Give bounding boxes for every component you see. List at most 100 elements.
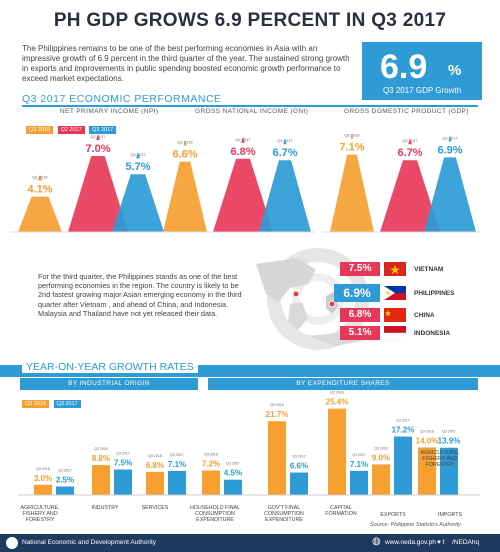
value-label-box	[82, 140, 114, 156]
yoy-period-label: Q3 2017	[352, 453, 365, 457]
category-label: IMPORTS	[437, 512, 463, 518]
yoy-label-box	[417, 433, 437, 446]
yoy-value-label: 13.9%	[438, 437, 461, 446]
performance-peak	[112, 152, 164, 232]
period-label: Q2 2017	[90, 134, 106, 139]
country-name: CHINA	[414, 311, 435, 319]
yoy-bar	[34, 484, 52, 495]
performance-rule	[22, 105, 478, 107]
category-label: SERVICES	[141, 505, 169, 511]
value-label: 7.0%	[85, 143, 110, 155]
yoy-bar	[202, 470, 220, 495]
headline-unit: %	[448, 62, 462, 79]
yoy-period-label: Q3 2017	[170, 453, 183, 457]
yoy-bar	[92, 465, 110, 495]
yoy-bar	[168, 470, 186, 495]
category-label: AGRICULTURE, FISHERY AND FORESTRY	[20, 505, 60, 523]
period-label: Q3 2016	[32, 175, 48, 180]
yoy-label-box	[33, 470, 53, 483]
yoy-label-box	[201, 456, 221, 469]
yoy-bar	[328, 408, 346, 495]
yoy-period-label: Q3 2017	[226, 462, 239, 466]
category-label: HOUSEHOLD FINAL CONSUMPTION EXPENDITURE	[189, 505, 241, 523]
yoy-bar	[418, 447, 436, 495]
yoy-bar	[56, 486, 74, 495]
value-label: 6.9%	[437, 144, 462, 156]
yoy-label-box	[349, 456, 369, 469]
yoy-value-label: 7.5%	[114, 459, 132, 468]
country-name: INDONESIA	[414, 329, 451, 337]
yoy-bar	[268, 421, 286, 495]
performance-peak	[213, 136, 273, 232]
period-label: Q2 2017	[402, 138, 418, 143]
globe-icon: ◍	[372, 536, 381, 547]
legend-q3-2017: Q3 2017	[89, 126, 117, 134]
expenditure-label: BY EXPENDITURE SHARES	[208, 378, 478, 390]
yoy-value-label: 14.0%	[416, 436, 439, 445]
yoy-label-box	[91, 451, 111, 464]
yoy-bar	[372, 464, 390, 495]
yoy-value-label: 8.8%	[92, 454, 110, 463]
value-label: 6.6%	[172, 149, 197, 161]
category-label: INDUSTRY	[91, 505, 119, 511]
yoy-period-label: Q3 2016	[36, 467, 49, 471]
performance-peak	[380, 138, 440, 232]
philippines-flag-icon	[384, 286, 406, 300]
indonesia-flag-icon	[384, 326, 406, 340]
value-label-box	[394, 144, 426, 161]
yoy-value-label: 2.5%	[56, 476, 74, 485]
value-label-box	[24, 180, 56, 197]
headline-caption: Q3 2017 GDP Growth	[382, 86, 462, 95]
performance-peak	[18, 174, 62, 232]
category-label-agri-alt: AGRICULTURE, FISHERY AND FORESTRY	[420, 450, 460, 468]
panel-title-gdp: GROSS DOMESTIC PRODUCT (GDP)	[344, 108, 469, 115]
footer-web[interactable]: www.neda.gov.ph	[385, 539, 436, 546]
footer-social[interactable]: /NEDAhq	[452, 539, 480, 546]
yoy-title: YEAR-ON-YEAR GROWTH RATES	[22, 361, 198, 373]
category-label: GOV'T FINAL CONSUMPTION EXPENDITURE	[264, 505, 304, 523]
country-value: 7.5%	[340, 262, 380, 276]
yoy-value-label: 6.8%	[146, 461, 164, 470]
yoy-value-label: 17.2%	[392, 426, 415, 435]
country-value: 5.1%	[340, 326, 380, 340]
category-label: EXPORTS	[380, 512, 406, 518]
period-label: Q2 2017	[235, 137, 251, 142]
yoy-bar	[224, 479, 242, 495]
performance-peak	[259, 138, 311, 232]
yoy-period-label: Q3 2016	[94, 447, 107, 451]
country-row-vietnam: 7.5% VIETNAM	[340, 262, 443, 276]
yoy-label-box	[267, 407, 287, 420]
legend-q3-2016: Q3 2016	[26, 126, 54, 134]
headline-gdp-box: 6.9 % Q3 2017 GDP Growth	[362, 42, 482, 100]
yoy-value-label: 21.7%	[266, 410, 289, 419]
country-name: VIETNAM	[414, 265, 444, 273]
yoy-label-box	[289, 458, 309, 471]
value-label-box	[336, 138, 368, 155]
period-label: Q3 2017	[442, 135, 458, 140]
value-label-box	[434, 141, 466, 158]
performance-legend: Q3 2016 Q2 2017 Q3 2017	[26, 118, 117, 136]
social-icons: ♥ f	[437, 539, 445, 546]
intro-paragraph: The Philippines remains to be one of the…	[22, 44, 350, 83]
yoy-period-label: Q3 2017	[58, 469, 71, 473]
yoy-period-label: Q3 2016	[270, 403, 283, 407]
yoy-legend: Q3 2016 Q3 2017	[22, 392, 81, 410]
yoy-period-label: Q3 2016	[420, 429, 433, 433]
country-row-indonesia: 5.1% INDONESIA	[340, 326, 450, 340]
page-title: PH GDP GROWS 6.9 PERCENT IN Q3 2017	[53, 10, 447, 31]
period-label: Q3 2016	[177, 140, 193, 145]
yoy-period-label: Q3 2017	[442, 430, 455, 434]
panel-title-gni: GROSS NATIONAL INCOME (GNI)	[195, 108, 309, 115]
yoy-value-label: 6.6%	[290, 462, 308, 471]
yoy-bar	[394, 436, 412, 495]
yoy-value-label: 25.4%	[326, 398, 349, 407]
category-label: CAPITAL FORMATION	[325, 505, 357, 517]
value-label-box	[122, 158, 154, 175]
vietnam-flag-icon	[384, 262, 406, 276]
yoy-bar	[290, 472, 308, 495]
performance-title: Q3 2017 ECONOMIC PERFORMANCE	[22, 93, 222, 105]
yoy-period-label: Q3 2016	[204, 453, 217, 457]
yoy-value-label: 7.1%	[168, 460, 186, 469]
china-flag-icon	[384, 308, 406, 322]
